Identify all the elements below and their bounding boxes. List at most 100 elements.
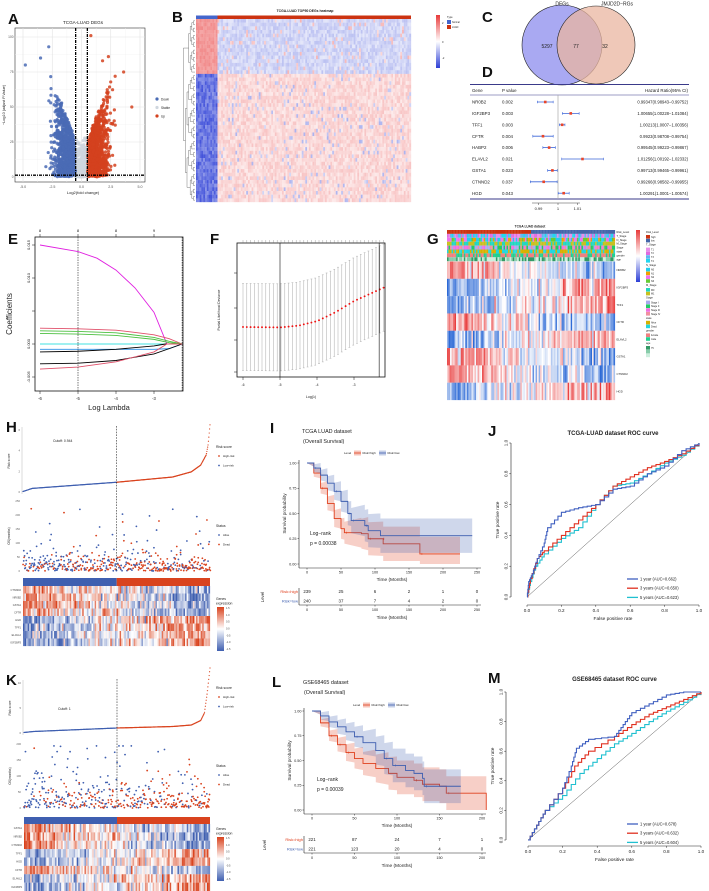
volcano-point-up <box>105 90 109 95</box>
heatmap-cell <box>221 22 224 27</box>
heatmap-cell <box>407 26 410 31</box>
heatmap-cell <box>210 48 213 53</box>
heatmap-cell <box>256 22 259 27</box>
heatmap-cell <box>407 48 410 53</box>
heatmap-cell <box>287 26 290 31</box>
heatmap-cell <box>385 55 388 60</box>
heatmap-cell <box>262 77 265 82</box>
heatmap-cell <box>342 73 345 78</box>
heatmap-cell <box>251 81 254 86</box>
heatmap-cell <box>330 88 333 93</box>
heatmap-cell <box>321 37 324 42</box>
heatmap-cell <box>405 51 408 56</box>
heatmap-cell <box>366 70 369 75</box>
heatmap-cell <box>294 26 297 31</box>
heatmap-cell <box>240 66 243 71</box>
heatmap-cell <box>274 62 277 67</box>
heatmap-cell <box>249 29 252 34</box>
heatmap-cell <box>212 37 215 42</box>
heatmap-cell <box>247 62 250 67</box>
heatmap-cell <box>403 26 406 31</box>
heatmap-cell <box>289 59 292 64</box>
heatmap-cell <box>337 62 340 67</box>
heatmap-cell <box>398 44 401 49</box>
heatmap-cell <box>303 51 306 56</box>
heatmap-cell <box>380 19 383 23</box>
heatmap-cell <box>201 92 204 97</box>
heatmap-cell <box>296 40 299 45</box>
heatmap-cell <box>290 66 293 71</box>
heatmap-cell <box>373 33 376 38</box>
heatmap-cell <box>368 81 370 86</box>
heatmap-cell <box>323 48 326 53</box>
volcano-point-down <box>63 140 67 144</box>
heatmap-cell <box>332 26 335 31</box>
heatmap-cell <box>199 19 202 23</box>
heatmap-cell <box>278 26 281 31</box>
heatmap-cell <box>273 33 275 38</box>
volcano-point-up <box>108 145 112 149</box>
heatmap-cell <box>299 26 302 31</box>
heatmap-cell <box>228 44 231 49</box>
heatmap-cell <box>355 40 358 45</box>
heatmap-cell <box>212 26 215 31</box>
heatmap-cell <box>321 70 324 75</box>
heatmap-cell <box>246 84 249 89</box>
heatmap-cell <box>341 29 344 34</box>
heatmap-cell <box>287 22 290 27</box>
heatmap-cell <box>222 88 225 93</box>
heatmap-cell <box>221 26 224 31</box>
heatmap-cell <box>385 26 388 31</box>
heatmap-cell <box>224 29 227 34</box>
heatmap-cell <box>403 40 406 45</box>
heatmap-cell <box>351 19 354 23</box>
heatmap-cell <box>308 22 311 27</box>
heatmap-cell <box>328 40 331 45</box>
heatmap-cell <box>317 22 320 27</box>
heatmap-cell <box>342 84 345 89</box>
heatmap-cell <box>221 62 224 67</box>
heatmap-cell <box>366 19 369 23</box>
heatmap-cell <box>348 62 351 67</box>
heatmap-cell <box>393 40 396 45</box>
heatmap-cell <box>387 81 390 86</box>
heatmap-cell <box>258 59 261 64</box>
heatmap-cell <box>249 33 252 38</box>
heatmap-cell <box>226 40 229 45</box>
heatmap-cell <box>273 51 275 56</box>
heatmap-cell <box>201 22 204 27</box>
heatmap-cell <box>337 59 340 64</box>
heatmap-cell <box>289 37 292 42</box>
heatmap-cell <box>342 48 345 53</box>
heatmap-cell <box>285 40 288 45</box>
heatmap-cell <box>282 26 284 31</box>
heatmap-cell <box>307 81 310 86</box>
heatmap-cell <box>348 59 351 64</box>
heatmap-cell <box>339 92 342 97</box>
heatmap-cell <box>235 37 238 42</box>
heatmap-cell <box>301 29 304 34</box>
heatmap-cell <box>301 26 304 31</box>
volcano-point-up <box>96 114 100 118</box>
heatmap-cell <box>196 88 198 93</box>
heatmap-cell <box>369 81 372 86</box>
heatmap-cell <box>333 84 336 89</box>
heatmap-cell <box>237 29 240 34</box>
heatmap-cell <box>253 88 256 93</box>
heatmap-cell <box>350 51 353 56</box>
heatmap-cell <box>342 59 345 64</box>
heatmap-cell <box>373 77 376 82</box>
heatmap-cell <box>371 84 374 89</box>
heatmap-cell <box>203 55 206 60</box>
heatmap-cell <box>355 48 358 53</box>
volcano-point-down <box>55 124 59 128</box>
heatmap-cell <box>285 70 288 75</box>
heatmap-cell <box>197 22 200 27</box>
heatmap-cell <box>283 26 286 31</box>
heatmap-cell <box>299 33 302 38</box>
heatmap-cell <box>319 40 322 45</box>
heatmap-cell <box>317 92 320 97</box>
heatmap-cell <box>350 55 353 60</box>
heatmap-cell <box>215 44 218 49</box>
heatmap-cell <box>314 77 317 82</box>
